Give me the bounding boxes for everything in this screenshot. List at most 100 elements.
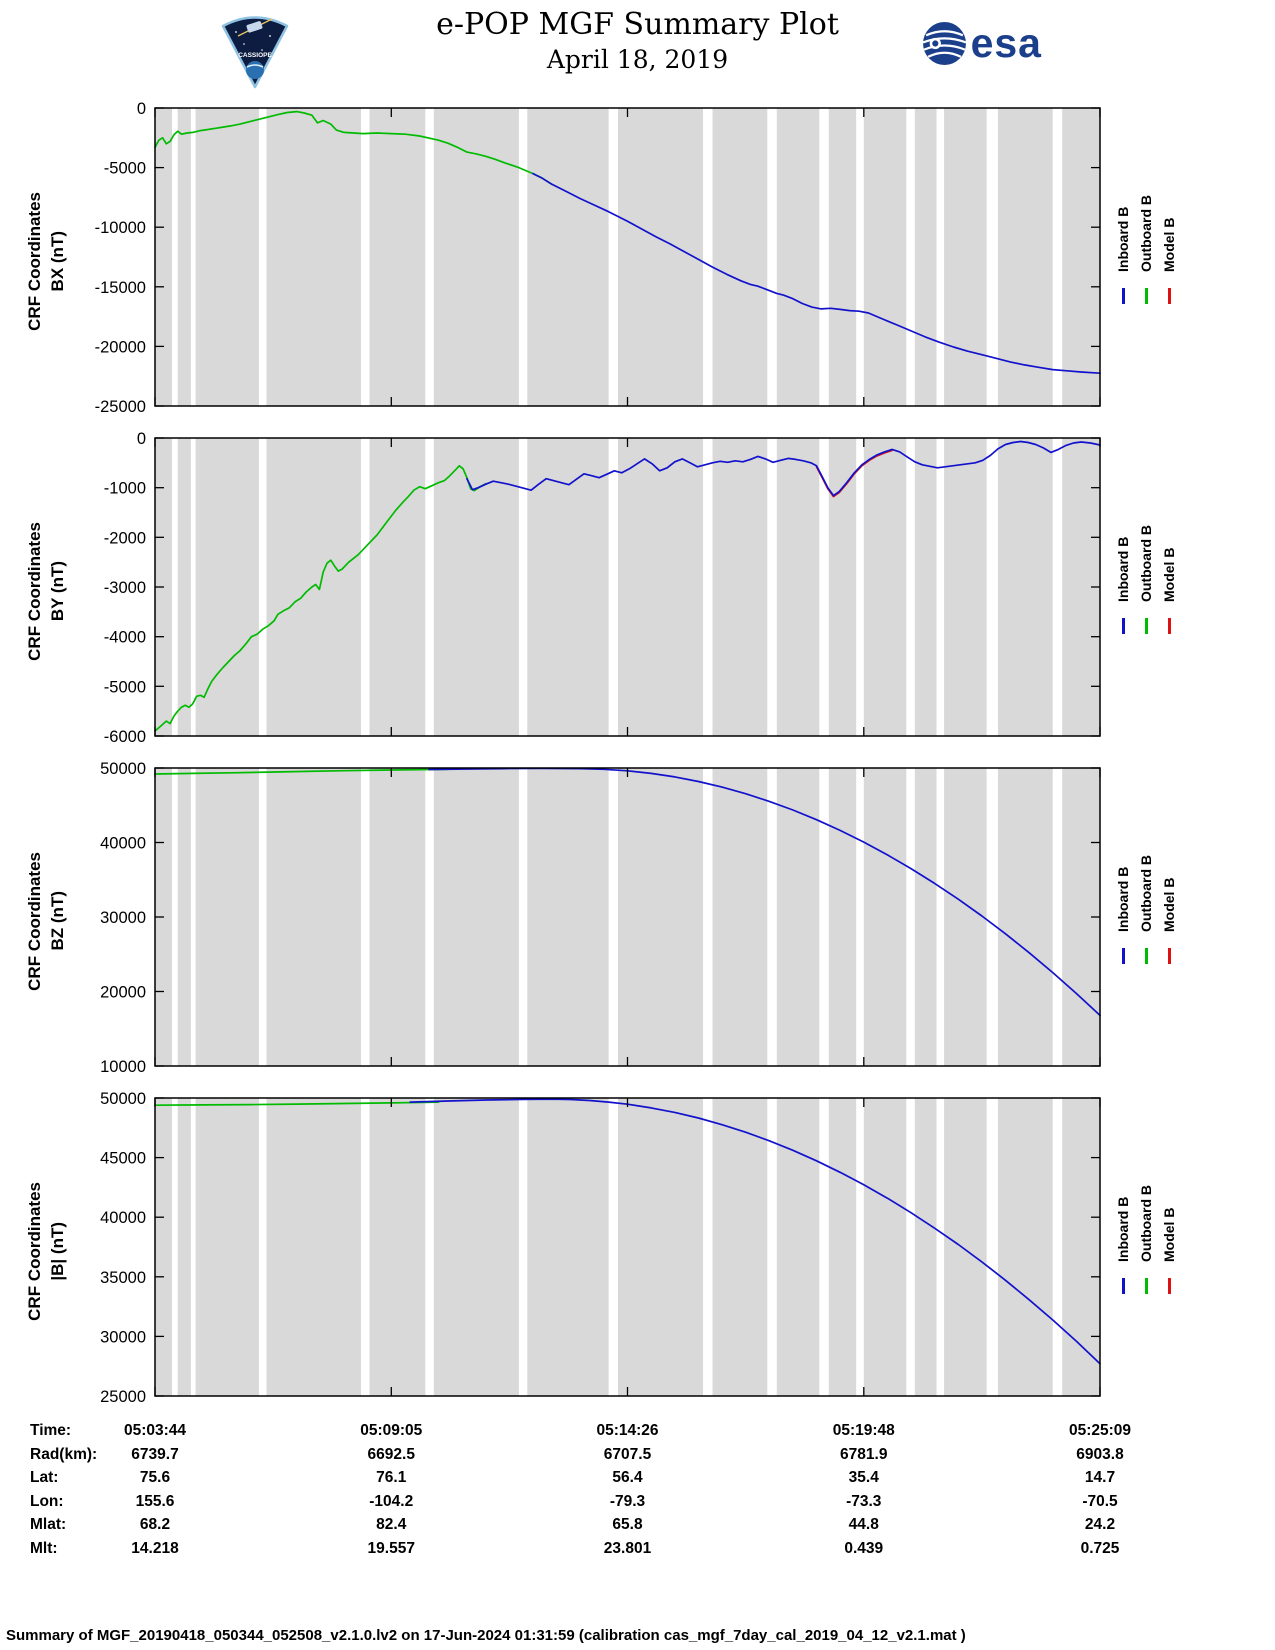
- legend-item: Outboard B: [1138, 1158, 1154, 1294]
- cassiope-mission-patch-logo: CASSIOPE: [218, 6, 292, 95]
- axis-table-value: 24.2: [1084, 1516, 1116, 1533]
- y-axis-label-component: BZ (nT): [48, 891, 67, 951]
- axis-table-value: 6739.7: [131, 1445, 179, 1463]
- y-axis-label-bmag: CRF Coordinates |B| (nT): [0, 1086, 68, 1416]
- chart-area-bmag: 50000 45000 40000 35000 30000 25000: [68, 1086, 1110, 1416]
- svg-text:-5000: -5000: [104, 160, 146, 178]
- axis-table-value: 6707.5: [603, 1445, 652, 1463]
- legend-label: Model B: [1161, 1207, 1177, 1262]
- patch-label: CASSIOPE: [238, 52, 272, 59]
- chart-area-by: 0 -1000 -2000 -3000 -4000 -5000 -6000: [68, 426, 1110, 756]
- chart-svg: 50000 40000 30000 20000 10000: [100, 760, 1101, 1076]
- legend-item: Outboard B: [1138, 498, 1154, 634]
- legend-line-sample: [1144, 948, 1148, 964]
- esa-globe-icon: [922, 22, 966, 65]
- legend-item: Inboard B: [1115, 168, 1131, 304]
- legend-line-sample: [1144, 618, 1148, 634]
- y-axis-label-coordinates: CRF Coordinates: [25, 191, 44, 331]
- svg-text:-4000: -4000: [104, 629, 146, 647]
- chart-svg: 50000 45000 40000 35000 30000 25000: [100, 1090, 1101, 1406]
- svg-text:-10000: -10000: [95, 219, 146, 237]
- legend-item: Model B: [1161, 168, 1177, 304]
- chart-area-bx: 0 -5000 -10000 -15000 -20000 -25000: [68, 96, 1110, 426]
- svg-text:20000: 20000: [100, 984, 146, 1002]
- axis-table-value: 75.6: [139, 1469, 171, 1486]
- svg-text:0: 0: [137, 430, 146, 448]
- legend-item: Model B: [1161, 498, 1177, 634]
- svg-text:-1000: -1000: [104, 480, 146, 498]
- axis-table-row-label: Time:: [30, 1422, 72, 1439]
- header: CASSIOPE e-POP MGF Summary Plot April 18…: [0, 0, 1275, 96]
- axis-table-row: Lat: 75.6 76.1 56.4 35.4 14.7: [0, 1469, 1275, 1493]
- axis-table-value: 76.1: [376, 1469, 407, 1486]
- legend-item: Inboard B: [1115, 828, 1131, 964]
- chart-svg: 0 -1000 -2000 -3000 -4000 -5000 -6000: [104, 430, 1101, 746]
- axis-table-value: 19.557: [367, 1539, 415, 1557]
- legend-line-sample: [1121, 618, 1125, 634]
- y-axis-label-coordinates: CRF Coordinates: [25, 1181, 44, 1321]
- svg-text:50000: 50000: [100, 1090, 146, 1108]
- svg-text:30000: 30000: [100, 1328, 146, 1346]
- y-axis-label-bx: CRF Coordinates BX (nT): [0, 96, 68, 426]
- mission-patch-icon: CASSIOPE: [221, 16, 289, 89]
- legend-by: Inboard B Outboard B Model B: [1115, 426, 1275, 756]
- legend-item: Inboard B: [1115, 1158, 1131, 1294]
- footer-summary-line: Summary of MGF_20190418_050344_052508_v2…: [6, 1627, 966, 1644]
- svg-text:40000: 40000: [100, 1209, 146, 1227]
- legend-line-sample: [1167, 948, 1171, 964]
- axis-table-value: 6903.8: [1076, 1445, 1124, 1463]
- axis-table-value: 05:14:26: [596, 1422, 659, 1439]
- axis-table-value: -79.3: [609, 1492, 646, 1510]
- legend-item: Outboard B: [1138, 168, 1154, 304]
- chart-svg: 0 -5000 -10000 -15000 -20000 -25000: [95, 100, 1101, 416]
- axis-table-value: 14.7: [1084, 1469, 1116, 1486]
- axis-table-value: 05:09:05: [360, 1422, 423, 1439]
- svg-text:-25000: -25000: [95, 398, 146, 416]
- title-block: e-POP MGF Summary Plot April 18, 2019: [0, 7, 1275, 74]
- esa-logo: esa: [921, 20, 1042, 67]
- svg-text:40000: 40000: [100, 835, 146, 853]
- legend-label: Inboard B: [1115, 536, 1131, 602]
- legend-item: Model B: [1161, 828, 1177, 964]
- legend-label: Model B: [1161, 217, 1177, 272]
- page-title: e-POP MGF Summary Plot: [436, 7, 839, 42]
- y-axis-label-component: |B| (nT): [48, 1221, 67, 1281]
- legend-bz: Inboard B Outboard B Model B: [1115, 756, 1275, 1086]
- axis-table-value: 155.6: [135, 1492, 175, 1510]
- legend-line-sample: [1167, 1278, 1171, 1294]
- svg-text:25000: 25000: [100, 1388, 146, 1406]
- axis-table-value: 6692.5: [367, 1445, 415, 1463]
- y-axis-label-coordinates: CRF Coordinates: [25, 521, 44, 661]
- axis-table-row: Mlt: 14.218 19.557 23.801 0.439 0.725: [0, 1540, 1275, 1564]
- axis-table-row-label: Lat:: [30, 1469, 59, 1486]
- svg-text:30000: 30000: [100, 909, 146, 927]
- axis-table-value: 0.725: [1080, 1539, 1120, 1557]
- svg-text:50000: 50000: [100, 760, 146, 778]
- legend-line-sample: [1121, 1278, 1125, 1294]
- panel-by: CRF Coordinates BY (nT) 0 -1000 -2000 -3000…: [0, 426, 1275, 756]
- axis-table-row-label: Lon:: [30, 1492, 64, 1510]
- plot-date: April 18, 2019: [546, 44, 729, 74]
- axis-table-row-label: Mlt:: [30, 1539, 58, 1557]
- legend-line-sample: [1121, 948, 1125, 964]
- axis-table-row: Rad(km): 6739.7 6692.5 6707.5 6781.9 6903.8: [0, 1446, 1275, 1470]
- svg-text:-5000: -5000: [104, 678, 146, 696]
- svg-text:10000: 10000: [100, 1058, 146, 1076]
- axis-table-value: 23.801: [603, 1539, 652, 1557]
- legend-label: Outboard B: [1138, 525, 1154, 602]
- legend-label: Inboard B: [1115, 206, 1131, 272]
- y-axis-label-bz: CRF Coordinates BZ (nT): [0, 756, 68, 1086]
- axis-table-value: 05:03:44: [123, 1422, 187, 1439]
- y-axis-label-by: CRF Coordinates BY (nT): [0, 426, 68, 756]
- axis-table-value: -73.3: [846, 1492, 882, 1510]
- legend-line-sample: [1167, 288, 1171, 304]
- axis-table-value: 65.8: [612, 1516, 643, 1533]
- legend-label: Outboard B: [1138, 1185, 1154, 1262]
- legend-line-sample: [1167, 618, 1171, 634]
- axis-table-value: -70.5: [1082, 1492, 1118, 1510]
- legend-item: Inboard B: [1115, 498, 1131, 634]
- axis-table-value: 68.2: [139, 1516, 171, 1533]
- axis-table-row: Mlat: 68.2 82.4 65.8 44.8 24.2: [0, 1516, 1275, 1540]
- axis-table-value: 56.4: [612, 1469, 643, 1486]
